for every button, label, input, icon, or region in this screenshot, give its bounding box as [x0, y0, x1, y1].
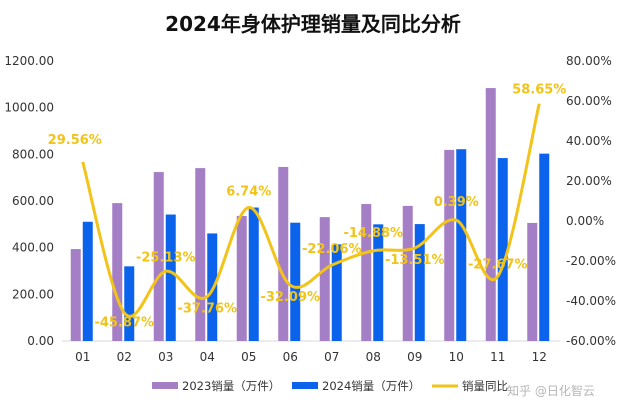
y-left-tick-label: 800.00: [12, 147, 54, 161]
bar-2024: [456, 149, 467, 341]
yoy-line: [81, 103, 541, 318]
y-right-tick-label: 60.00%: [566, 94, 612, 108]
data-label: -32.09%: [260, 290, 320, 305]
y-right-tick-label: 0.00%: [566, 214, 604, 228]
legend-label: 2024销量（万件）: [322, 379, 420, 393]
x-tick-label: 04: [200, 350, 215, 364]
watermark: 知乎 @日化智云: [507, 384, 595, 398]
y-left-tick-label: 1200.00: [4, 54, 54, 68]
bar-2024: [248, 207, 259, 341]
legend-label: 销量同比: [462, 379, 508, 393]
bar-2024: [497, 158, 508, 341]
data-label: 6.74%: [226, 185, 271, 200]
bar-2024: [290, 222, 301, 341]
y-left-tick-label: 400.00: [12, 241, 54, 255]
x-tick-label: 09: [407, 350, 422, 364]
bar-2023: [444, 149, 455, 341]
data-label: 58.65%: [512, 83, 566, 98]
y-left-tick-label: 1000.00: [4, 101, 54, 115]
y-left-tick-label: 200.00: [12, 287, 54, 301]
y-right-tick-label: -20.00%: [566, 254, 616, 268]
bar-2024: [539, 153, 550, 341]
y-right-tick-label: -60.00%: [566, 334, 616, 348]
bar-2024: [414, 224, 425, 341]
data-label: -22.06%: [302, 242, 362, 257]
bar-2023: [402, 205, 413, 341]
data-label: -14.88%: [343, 226, 403, 241]
bar-2023: [153, 172, 164, 341]
bar-2023: [278, 166, 289, 341]
x-tick-label: 06: [283, 350, 298, 364]
data-label: -25.13%: [136, 250, 196, 265]
data-label: 29.56%: [48, 133, 102, 148]
x-tick-label: 08: [366, 350, 381, 364]
x-tick-label: 01: [75, 350, 90, 364]
bar-2023: [112, 203, 123, 341]
bar-2023: [195, 168, 206, 341]
bar-2023: [527, 222, 538, 341]
legend-label: 2023销量（万件）: [182, 379, 280, 393]
bar-2024: [331, 244, 342, 341]
x-tick-label: 12: [532, 350, 547, 364]
data-label: -37.76%: [177, 302, 237, 317]
x-tick-label: 10: [449, 350, 464, 364]
bar-2023: [485, 88, 496, 341]
y-left-tick-label: 600.00: [12, 194, 54, 208]
y-left-tick-label: 0.00: [27, 334, 54, 348]
y-right-tick-label: 20.00%: [566, 174, 612, 188]
y-right-tick-label: 40.00%: [566, 134, 612, 148]
data-label: 0.39%: [434, 195, 479, 210]
bar-2024: [124, 266, 135, 341]
bar-2023: [236, 215, 247, 341]
chart-title: 2024年身体护理销量及同比分析: [165, 12, 461, 36]
y-right-tick-label: -40.00%: [566, 294, 616, 308]
x-tick-label: 11: [490, 350, 505, 364]
x-tick-label: 03: [158, 350, 173, 364]
x-tick-label: 07: [324, 350, 339, 364]
data-label: -45.87%: [94, 316, 154, 331]
x-tick-label: 05: [241, 350, 256, 364]
bar-2023: [70, 249, 81, 341]
bar-2024: [82, 221, 93, 341]
bar-2023: [361, 204, 372, 341]
legend-swatch: [292, 382, 318, 389]
data-label: -27.67%: [468, 257, 528, 272]
data-label: -13.51%: [385, 253, 445, 268]
legend-swatch: [152, 382, 178, 389]
bar-2024: [165, 214, 176, 341]
bar-2024: [373, 224, 384, 341]
y-right-tick-label: 80.00%: [566, 54, 612, 68]
bar-2023: [319, 217, 330, 341]
x-tick-label: 02: [117, 350, 132, 364]
